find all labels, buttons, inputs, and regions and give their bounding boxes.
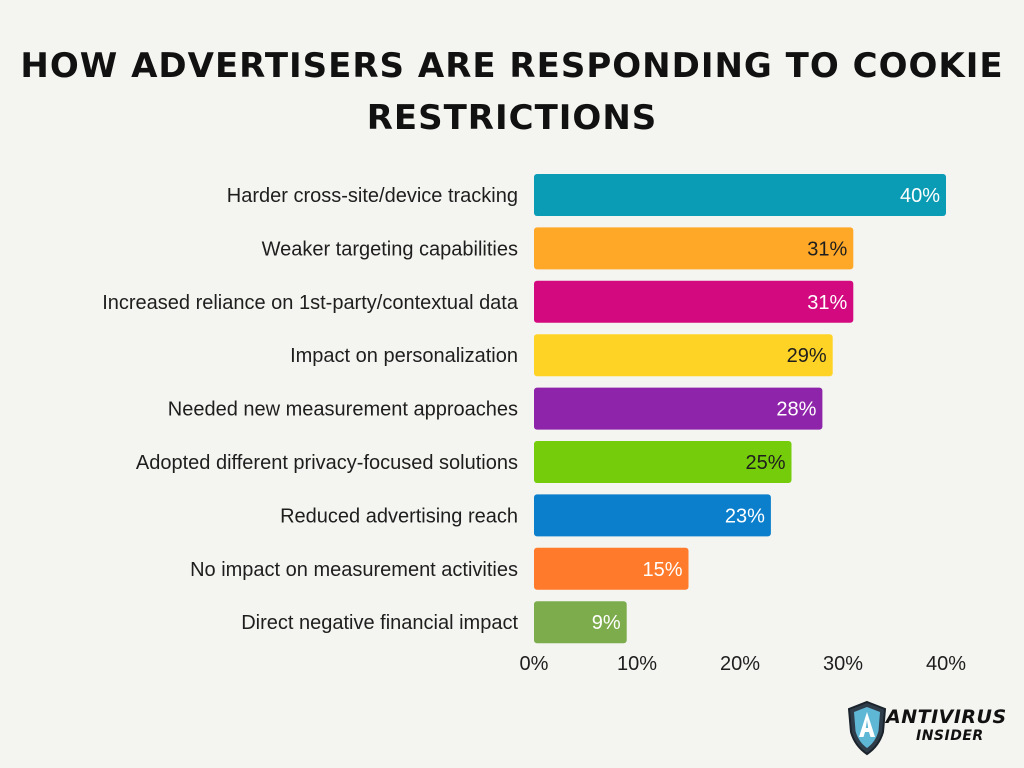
bar: [534, 174, 946, 216]
antivirus-insider-logo: ANTIVIRUS INSIDER: [846, 700, 1006, 756]
category-label: Harder cross-site/device tracking: [227, 185, 518, 207]
bar: [534, 227, 854, 270]
data-label: 23%: [725, 505, 765, 527]
category-label: No impact on measurement activities: [190, 559, 518, 581]
data-label: 40%: [900, 185, 940, 207]
category-label: Adopted different privacy-focused soluti…: [136, 452, 518, 474]
bar: [534, 387, 823, 430]
logo-wordmark-top: ANTIVIRUS: [886, 706, 1007, 728]
category-label: Impact on personalization: [290, 345, 518, 367]
chart-title: HOW ADVERTISERS ARE RESPONDING TO COOKIE…: [20, 46, 1004, 138]
category-label: Needed new measurement approaches: [168, 399, 518, 421]
bar: [534, 334, 833, 377]
data-label: 25%: [745, 452, 785, 474]
bar: [534, 280, 854, 323]
category-label: Weaker targeting capabilities: [262, 238, 518, 260]
data-label: 31%: [807, 292, 847, 314]
data-label: 31%: [807, 238, 847, 260]
data-label: 15%: [642, 559, 682, 581]
x-axis-ticks: 0% 10% 20% 30% 40%: [520, 653, 967, 675]
bar: [534, 494, 771, 537]
x-tick-label: 20%: [720, 653, 760, 675]
category-label: Increased reliance on 1st-party/contextu…: [102, 292, 519, 314]
bar: [534, 441, 792, 483]
x-tick-label: 30%: [823, 653, 863, 675]
shield-icon: [847, 700, 887, 756]
bar: [534, 601, 627, 644]
category-labels: Harder cross-site/device tracking Weaker …: [102, 185, 519, 634]
data-label: 28%: [776, 399, 816, 421]
x-tick-label: 40%: [926, 653, 966, 675]
data-label: 29%: [787, 345, 827, 367]
category-label: Direct negative financial impact: [241, 612, 518, 634]
bar: [534, 547, 689, 590]
value-labels: 40% 31% 31% 29% 28% 25% 23% 15% 9%: [592, 185, 940, 634]
data-label: 9%: [592, 612, 621, 634]
x-tick-label: 0%: [520, 653, 549, 675]
x-tick-label: 10%: [617, 653, 657, 675]
category-label: Reduced advertising reach: [280, 505, 518, 527]
logo-wordmark-bottom: INSIDER: [916, 728, 984, 744]
bars-group: [534, 174, 946, 644]
